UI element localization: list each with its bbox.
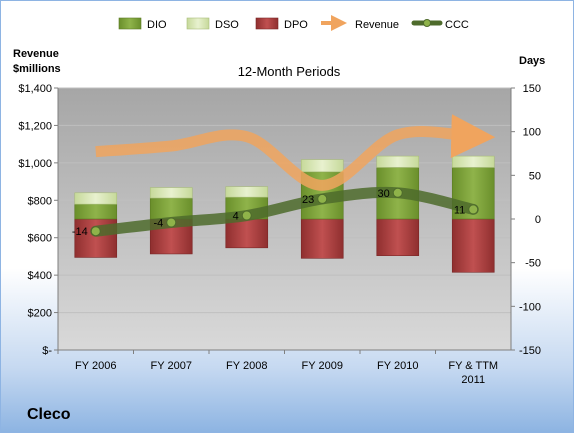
left-axis-title-line2: $millions [13,63,61,75]
ccc-point [167,218,176,227]
left-axis-title-line1: Revenue [13,48,59,60]
bar-dso [377,156,419,167]
bar-dio [75,204,117,219]
right-axis: -150 -100 -50 0 50 100 150 [511,83,541,357]
left-tick-label: $200 [28,308,52,320]
left-tick-label: $1,000 [18,158,52,170]
left-tick-label: $1,400 [18,83,52,95]
legend-item-ccc: CCC [414,19,469,31]
company-name: Cleco [27,406,71,424]
right-tick-label: 0 [535,214,541,226]
ccc-data-label: 11 [454,204,465,216]
left-tick-label: $400 [28,270,52,282]
category-label: FY 2007 [151,360,192,372]
bar-dso [301,160,343,172]
ccc-point [469,205,478,214]
bar-dso [75,193,117,204]
right-tick-label: 50 [529,170,541,182]
left-axis: $- $200 $400 $600 $800 $1,000 $1,200 $1,400 [18,83,58,357]
legend: DIO DSO DPO Revenue CCC [119,18,469,31]
bar-dso [452,156,494,167]
right-tick-label: 150 [523,83,541,95]
legend-item-dso: DSO [187,18,239,31]
legend-label-dio: DIO [147,19,167,31]
right-axis-title: Days [519,55,545,67]
legend-item-dpo: DPO [256,18,308,31]
bar-dpo [452,219,494,272]
ccc-point [91,227,100,236]
ccc-point [393,188,402,197]
ccc-data-label: 23 [302,194,314,206]
bar-dpo [301,219,343,258]
category-axis: FY 2006 FY 2007 FY 2008 FY 2009 FY 2010 FY & … [58,350,498,386]
category-label: FY 2010 [377,360,418,372]
right-tick-label: -50 [525,258,541,270]
legend-label-ccc: CCC [445,19,469,31]
legend-item-dio: DIO [119,18,167,31]
left-tick-label: $600 [28,233,52,245]
left-tick-label: $1,200 [18,120,52,132]
category-label: FY & TTM [448,360,498,372]
legend-item-revenue: Revenue [321,19,399,31]
right-tick-label: 100 [523,127,541,139]
category-label: 2011 [461,374,485,386]
bar-dpo [226,219,268,248]
left-tick-label: $- [42,345,52,357]
ccc-data-label: -4 [153,217,163,229]
category-label: FY 2009 [302,360,343,372]
ccc-data-label: 4 [233,211,239,223]
chart-title: 12-Month Periods [238,64,341,79]
ccc-point [318,194,327,203]
legend-label-dso: DSO [215,19,239,31]
category-label: FY 2008 [226,360,267,372]
category-label: FY 2006 [75,360,116,372]
legend-label-revenue: Revenue [355,19,399,31]
legend-label-dpo: DPO [284,19,308,31]
right-tick-label: -100 [519,301,541,313]
ccc-data-label: 30 [378,188,390,200]
right-tick-label: -150 [519,345,541,357]
bar-dso [150,188,192,198]
ccc-data-label: -14 [72,226,88,238]
left-tick-label: $800 [28,195,52,207]
bar-dso [226,187,268,197]
bar-dpo [377,219,419,256]
ccc-point [242,211,251,220]
plot-area [58,88,511,350]
